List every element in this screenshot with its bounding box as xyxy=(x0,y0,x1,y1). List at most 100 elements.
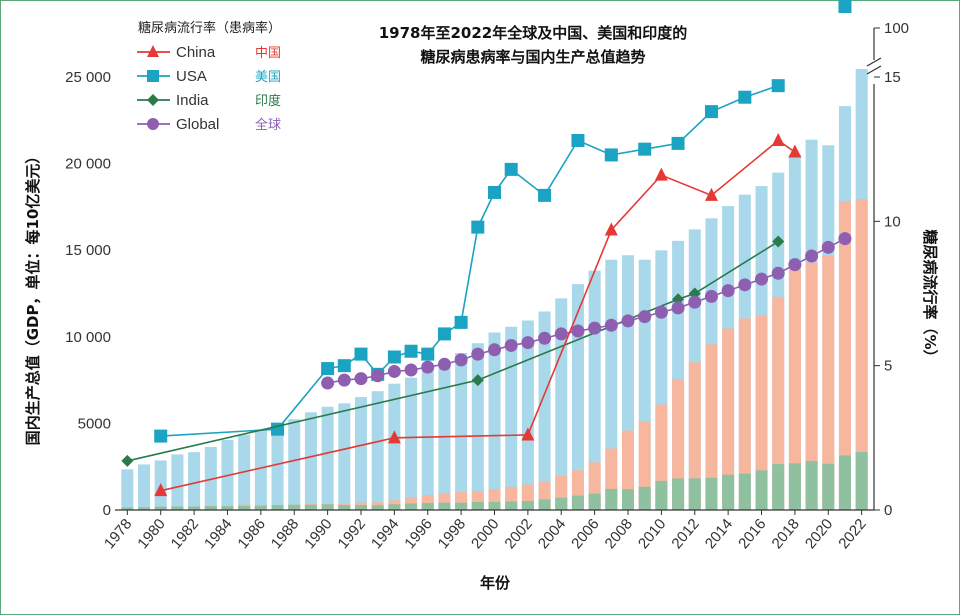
legend-label-india: India xyxy=(176,92,209,109)
bar-usa-1986 xyxy=(254,430,267,510)
y2-tick-label-0: 0 xyxy=(884,502,892,519)
bar-usa-1999 xyxy=(471,343,484,510)
point-usa-1997 xyxy=(437,327,451,341)
y-tick-label-0: 0 xyxy=(103,502,111,519)
point-global-2005 xyxy=(571,324,585,338)
point-usa-1990 xyxy=(321,362,335,376)
bar-usa-2003 xyxy=(538,311,551,510)
point-usa-2021 xyxy=(838,0,852,13)
bar-india-1987 xyxy=(271,505,284,510)
point-global-1991 xyxy=(337,373,351,387)
point-usa-2000 xyxy=(488,185,501,199)
point-global-1995 xyxy=(404,363,418,377)
point-india-1999 xyxy=(471,374,484,387)
chart-title-line2: 糖尿病患病率与国内生产总值趋势 xyxy=(420,48,645,66)
x-tick-label-2002: 2002 xyxy=(501,516,535,552)
bar-china-2016 xyxy=(755,315,768,510)
legend-title: 糖尿病流行率（患病率） xyxy=(138,20,281,36)
point-india-2017 xyxy=(772,235,785,248)
point-global-1994 xyxy=(387,364,401,378)
point-global-1998 xyxy=(454,353,468,367)
bar-usa-1993 xyxy=(371,391,384,510)
bar-usa-1978 xyxy=(121,469,134,510)
bar-india-1991 xyxy=(338,505,351,510)
x-tick-label-2008: 2008 xyxy=(602,516,636,552)
point-usa-2003 xyxy=(538,188,552,202)
y-tick-label-20000: 20 000 xyxy=(65,156,111,173)
bar-usa-1983 xyxy=(204,446,217,510)
point-usa-2011 xyxy=(671,136,685,150)
bar-usa-1981 xyxy=(171,454,184,510)
point-china-2017 xyxy=(771,133,785,147)
bar-india-1992 xyxy=(354,504,367,510)
bar-india-1989 xyxy=(304,504,317,510)
point-usa-1991 xyxy=(337,359,351,373)
bar-china-2020 xyxy=(822,255,835,510)
point-global-2001 xyxy=(504,338,518,352)
prevalence-lines xyxy=(121,0,852,497)
point-global-1990 xyxy=(321,376,335,390)
bar-india-2012 xyxy=(688,478,701,510)
y2-tick-label-100: 100 xyxy=(884,20,909,37)
bar-india-1984 xyxy=(221,506,234,510)
x-tick-label-2020: 2020 xyxy=(802,516,836,552)
legend: 糖尿病流行率（患病率） China 中国 USA 美国 India 印度 Global 全球 xyxy=(137,20,281,133)
bar-india-1980 xyxy=(154,506,167,510)
x-axis-label: 年份 xyxy=(480,574,511,592)
point-china-1994 xyxy=(387,430,401,444)
point-global-2012 xyxy=(688,295,702,309)
line-usa xyxy=(160,84,779,437)
point-usa-2015 xyxy=(738,90,752,104)
y-tick-label-15000: 15 000 xyxy=(65,242,111,259)
bar-india-2009 xyxy=(638,486,651,510)
x-tick-label-1986: 1986 xyxy=(234,516,268,552)
point-china-2002 xyxy=(521,427,535,441)
bar-india-1982 xyxy=(188,506,201,510)
point-global-2007 xyxy=(604,318,618,332)
point-usa-2005 xyxy=(571,134,585,148)
point-global-2004 xyxy=(554,327,568,341)
x-tick-label-1980: 1980 xyxy=(134,516,168,552)
point-china-2010 xyxy=(654,167,668,181)
bar-india-1983 xyxy=(204,506,217,510)
legend-label-global: Global xyxy=(176,116,219,133)
bar-india-2007 xyxy=(605,488,618,510)
bar-india-2021 xyxy=(838,455,851,510)
bar-india-2022 xyxy=(855,451,868,510)
bar-india-2015 xyxy=(738,473,751,510)
x-tick-label-1978: 1978 xyxy=(101,516,135,552)
legend-label-cn-usa: 美国 xyxy=(255,70,281,85)
bar-india-2006 xyxy=(588,493,601,510)
legend-label-china: China xyxy=(176,44,216,61)
point-global-2014 xyxy=(721,284,735,298)
point-usa-1996 xyxy=(421,347,435,361)
bar-india-2017 xyxy=(772,464,785,510)
bar-china-2021 xyxy=(838,201,851,510)
x-tick-label-1988: 1988 xyxy=(268,516,302,552)
bar-india-1995 xyxy=(405,503,418,510)
bar-usa-2001 xyxy=(505,326,518,510)
bar-china-2011 xyxy=(672,379,685,510)
x-tick-label-1982: 1982 xyxy=(168,516,202,552)
point-usa-2013 xyxy=(704,105,718,119)
y2-break-mark-2 xyxy=(866,65,882,75)
bar-usa-1987 xyxy=(271,425,284,510)
y-axis-label: 国内生产总值（GDP，单位：每10亿美元） xyxy=(24,149,42,446)
bar-india-2013 xyxy=(705,477,718,510)
legend-label-cn-global: 全球 xyxy=(255,117,281,133)
point-usa-1992 xyxy=(354,347,368,361)
point-usa-2001 xyxy=(504,162,518,176)
bar-china-2015 xyxy=(738,318,751,510)
bar-usa-1988 xyxy=(288,419,301,510)
x-tick-label-2022: 2022 xyxy=(835,516,869,552)
point-global-1993 xyxy=(371,369,385,383)
point-global-2020 xyxy=(821,240,835,254)
bar-china-2017 xyxy=(772,296,785,510)
x-tick-label-2010: 2010 xyxy=(635,516,669,552)
bar-india-1985 xyxy=(238,505,251,510)
point-usa-2007 xyxy=(604,148,618,162)
bar-usa-1989 xyxy=(304,412,317,510)
x-tick-label-2016: 2016 xyxy=(735,516,769,552)
legend-label-cn-china: 中国 xyxy=(255,46,281,61)
bar-usa-1997 xyxy=(438,361,451,510)
